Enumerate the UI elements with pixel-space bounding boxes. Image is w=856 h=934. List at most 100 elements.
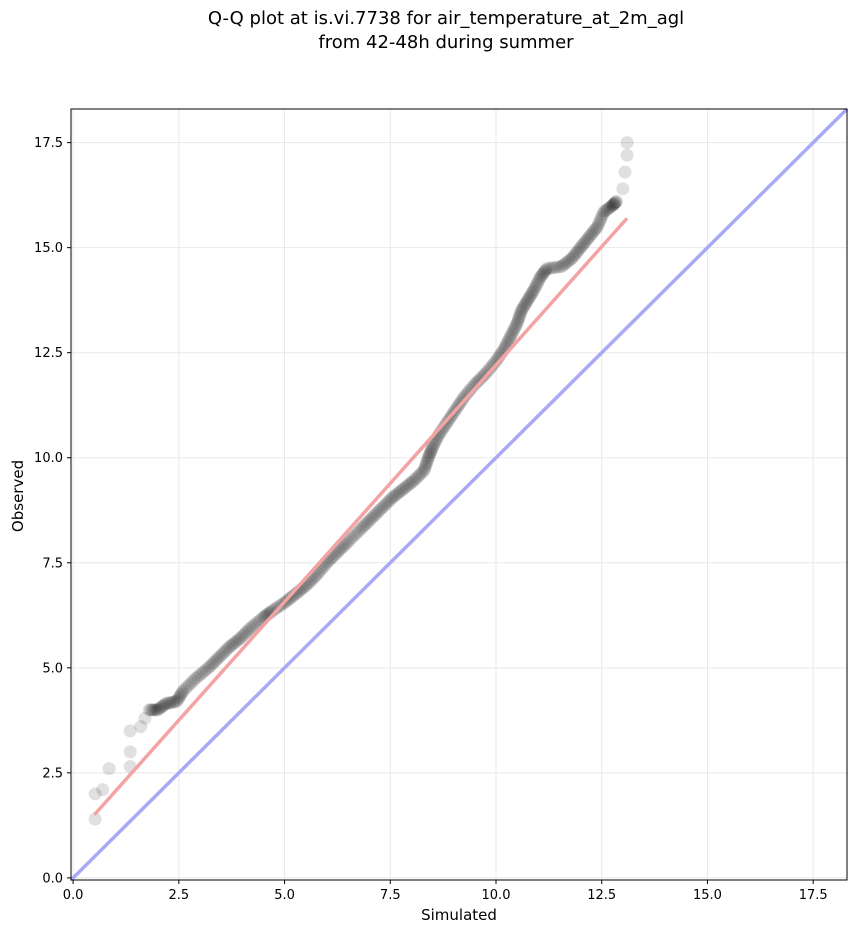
qq-point — [352, 524, 366, 538]
qq-point — [171, 693, 185, 707]
qq-point — [339, 537, 353, 551]
qq-point — [597, 205, 611, 219]
qq-point — [343, 533, 357, 547]
qq-point — [510, 316, 524, 330]
plot-frame — [70, 108, 848, 881]
qq-point — [214, 649, 228, 663]
qq-point — [412, 469, 426, 483]
qq-point — [487, 356, 501, 370]
qq-point — [571, 244, 585, 258]
qq-point — [532, 272, 546, 286]
qq-point — [421, 453, 435, 467]
qq-point — [199, 663, 213, 677]
qq-point — [368, 508, 382, 522]
qq-point — [286, 589, 300, 603]
qq-point — [248, 617, 262, 631]
qq-point — [595, 210, 609, 224]
qq-point — [513, 308, 527, 322]
qq-point — [505, 327, 519, 341]
x-tick-label: 10.0 — [482, 888, 511, 903]
qq-point — [156, 699, 170, 713]
qq-point — [145, 703, 159, 717]
qq-point — [536, 267, 550, 281]
qq-point — [341, 535, 355, 549]
qq-point — [423, 445, 437, 459]
qq-point — [380, 496, 394, 510]
qq-point — [589, 221, 603, 235]
qq-point — [237, 628, 251, 642]
qq-point — [201, 661, 215, 675]
qq-point — [610, 194, 624, 208]
qq-point — [375, 501, 389, 515]
qq-point — [605, 199, 619, 213]
grid-lines — [71, 109, 847, 880]
qq-point — [205, 657, 219, 671]
qq-point — [285, 590, 299, 604]
axis-ticks: 0.00.0 2.5 2.5 5.0 5.0 7.5 7.5 10.0 10.0 12.5 12.5… — [34, 136, 828, 903]
qq-point — [337, 538, 351, 552]
qq-point — [421, 451, 435, 465]
qq-point — [425, 442, 439, 456]
qq-point — [385, 491, 399, 505]
qq-point — [552, 260, 566, 274]
y-tick-label: 7.5 — [42, 556, 63, 571]
qq-point — [457, 390, 471, 404]
qq-point — [601, 202, 615, 216]
qq-point — [398, 481, 412, 495]
qq-point — [560, 255, 574, 269]
qq-point — [574, 241, 588, 255]
qq-point — [174, 687, 188, 701]
qq-point — [168, 695, 182, 709]
qq-point — [378, 498, 392, 512]
qq-point — [235, 630, 249, 644]
qq-point — [512, 312, 526, 326]
qq-point — [396, 482, 410, 496]
qq-point — [526, 284, 540, 298]
qq-point — [565, 251, 579, 265]
qq-point — [161, 696, 175, 710]
qq-point — [593, 215, 607, 229]
qq-point — [463, 384, 477, 398]
qq-point — [506, 325, 520, 339]
qq-point — [389, 488, 403, 502]
qq-point — [616, 182, 630, 196]
qq-point — [480, 365, 494, 379]
qq-point — [464, 381, 478, 395]
qq-point — [424, 444, 438, 458]
qq-point — [534, 269, 548, 283]
qq-point — [576, 237, 590, 251]
qq-point — [403, 477, 417, 491]
qq-point — [175, 686, 189, 700]
qq-point — [608, 196, 622, 210]
qq-point — [471, 374, 485, 388]
qq-point — [558, 257, 572, 271]
qq-point — [355, 520, 369, 534]
qq-point — [154, 701, 168, 715]
qq-point — [583, 228, 597, 242]
y-tick-label: 15.0 — [34, 241, 63, 256]
qq-point — [189, 671, 203, 685]
qq-point — [581, 232, 595, 246]
qq-point — [230, 634, 244, 648]
qq-point — [208, 654, 222, 668]
qq-point — [354, 522, 368, 536]
qq-point — [556, 258, 570, 272]
qq-point — [542, 261, 556, 275]
qq-point — [391, 486, 405, 500]
qq-point — [410, 470, 424, 484]
qq-point — [387, 489, 401, 503]
qq-point — [620, 136, 634, 150]
qq-point — [418, 461, 432, 475]
qq-point — [514, 304, 528, 318]
qq-point — [185, 676, 199, 690]
qq-point — [562, 254, 576, 268]
y-axis-label: Observed — [9, 460, 27, 532]
qq-point — [362, 513, 376, 527]
qq-point — [151, 703, 165, 717]
qq-point — [522, 291, 536, 305]
qq-point — [417, 463, 431, 477]
qq-point — [217, 645, 231, 659]
qq-point — [590, 220, 604, 234]
qq-point — [332, 544, 346, 558]
qq-point — [347, 528, 361, 542]
